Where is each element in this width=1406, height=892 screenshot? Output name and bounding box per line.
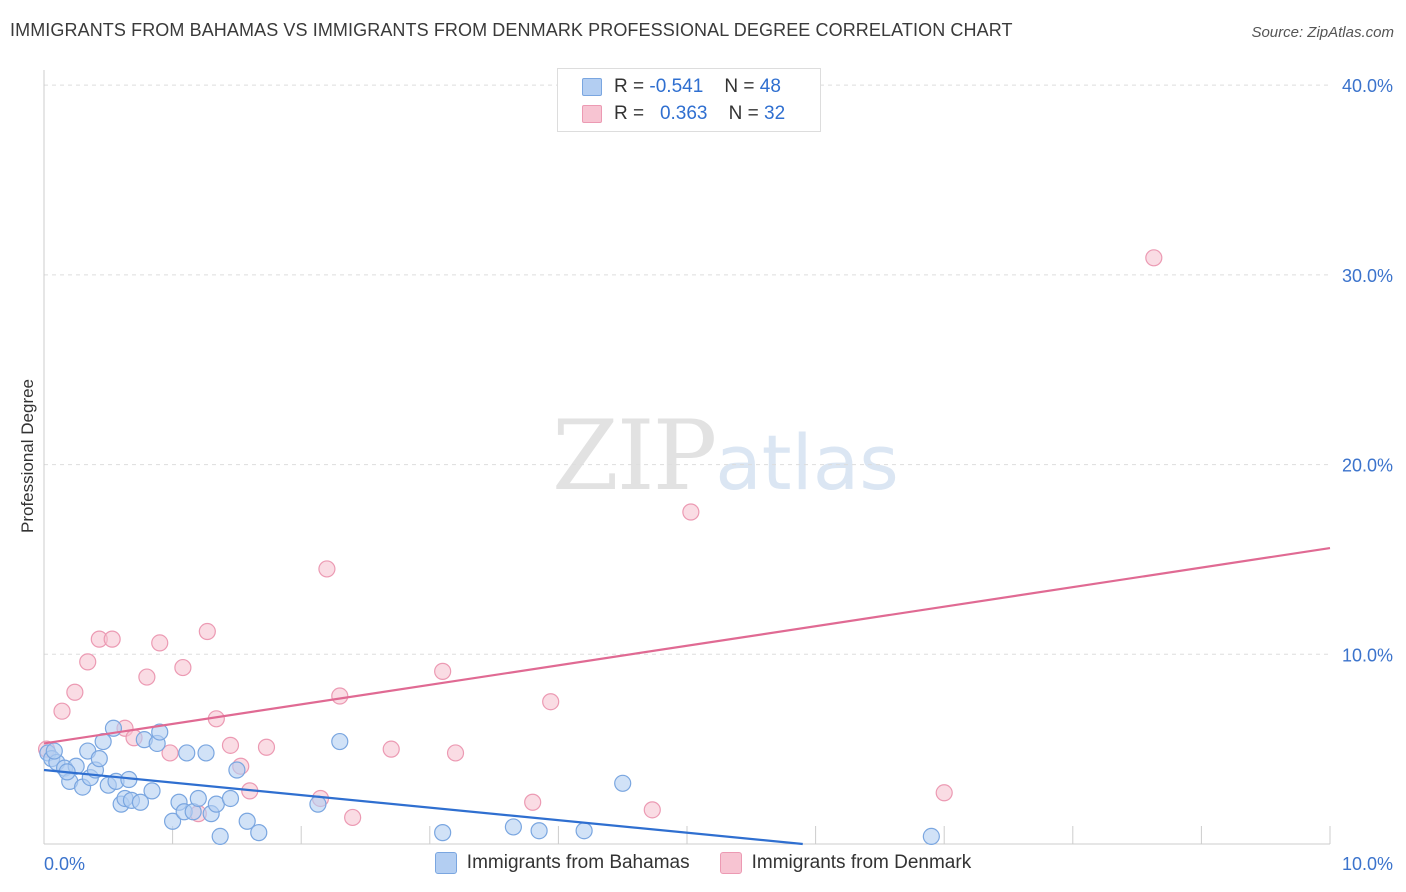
watermark-atlas: atlas	[715, 418, 899, 507]
data-point-denmark	[53, 702, 71, 720]
data-point-bahamas	[614, 774, 632, 792]
legend-n-value: 32	[764, 103, 786, 124]
legend-r-value: 0.363	[659, 103, 708, 124]
data-point-bahamas	[143, 782, 161, 800]
data-point-denmark	[935, 784, 953, 802]
data-point-denmark	[331, 687, 349, 705]
data-point-bahamas	[90, 750, 108, 768]
legend-item-denmark[interactable]: Immigrants from Denmark	[719, 852, 972, 874]
data-point-bahamas	[164, 812, 182, 830]
data-point-denmark	[138, 668, 156, 686]
data-point-bahamas	[197, 744, 215, 762]
data-point-denmark	[1145, 249, 1163, 267]
data-point-bahamas	[922, 827, 940, 846]
data-point-denmark	[446, 744, 465, 762]
data-point-bahamas	[178, 744, 196, 762]
data-point-bahamas	[45, 742, 63, 760]
data-point-bahamas	[530, 822, 548, 840]
data-point-denmark	[344, 808, 362, 827]
y-tick-label: 30.0%	[1342, 266, 1393, 286]
data-point-bahamas	[575, 822, 593, 840]
data-point-bahamas	[434, 824, 452, 842]
data-point-bahamas	[189, 789, 207, 808]
legend-row-denmark: R = 0.363 N = 32	[582, 102, 785, 126]
data-point-denmark	[682, 503, 700, 521]
data-point-denmark	[151, 634, 169, 652]
watermark-zip: ZIP	[552, 400, 717, 512]
y-tick-label: 40.0%	[1342, 76, 1393, 96]
data-point-denmark	[643, 801, 661, 819]
legend-n-value: 48	[759, 76, 781, 97]
x-tick-label: 0.0%	[44, 854, 85, 874]
trend-line-bahamas	[43, 768, 803, 846]
legend-swatch-bahamas	[434, 852, 457, 874]
y-tick-label: 20.0%	[1342, 456, 1393, 476]
data-point-bahamas	[238, 812, 256, 830]
data-point-bahamas	[221, 789, 240, 808]
data-point-bahamas	[131, 793, 150, 811]
legend-r-label: R =	[614, 103, 645, 124]
data-point-bahamas	[309, 795, 327, 813]
legend-label-bahamas: Immigrants from Bahamas	[466, 852, 690, 873]
data-point-denmark	[524, 793, 542, 811]
data-point-denmark	[79, 653, 97, 671]
data-point-bahamas	[228, 761, 246, 779]
legend-label-denmark: Immigrants from Denmark	[751, 852, 972, 873]
legend-item-bahamas[interactable]: Immigrants from Bahamas	[434, 852, 690, 874]
data-point-denmark	[382, 740, 400, 758]
data-point-denmark	[221, 736, 240, 754]
legend-swatch-bahamas	[582, 78, 602, 96]
data-point-denmark	[434, 662, 452, 680]
data-point-denmark	[174, 658, 192, 677]
data-point-bahamas	[331, 732, 349, 751]
legend-swatch-denmark	[582, 105, 602, 123]
data-point-denmark	[198, 622, 216, 641]
y-tick-label: 10.0%	[1342, 645, 1393, 665]
data-point-denmark	[66, 683, 84, 701]
data-point-denmark	[103, 630, 121, 648]
x-tick-label: 10.0%	[1342, 854, 1393, 874]
data-point-denmark	[318, 560, 336, 578]
legend-row-bahamas: R = -0.541 N = 48	[582, 75, 781, 99]
data-point-bahamas	[151, 723, 169, 741]
legend-r-value: -0.541	[649, 76, 704, 97]
trend-line-denmark	[43, 546, 1331, 745]
data-point-bahamas	[250, 824, 268, 842]
chart-title: IMMIGRANTS FROM BAHAMAS VS IMMIGRANTS FR…	[10, 20, 1013, 40]
legend-r-label: R =	[614, 76, 645, 97]
source-label: Source: ZipAtlas.com	[1251, 24, 1394, 41]
data-point-denmark	[257, 738, 276, 756]
watermark: ZIPatlas	[552, 400, 899, 512]
series-legend: Immigrants from Bahamas Immigrants from …	[0, 852, 1406, 874]
data-point-denmark	[161, 744, 179, 762]
data-point-bahamas	[504, 818, 522, 836]
legend-n-label: N =	[728, 103, 759, 124]
legend-n-label: N =	[724, 76, 755, 97]
legend-swatch-denmark	[719, 852, 742, 874]
correlation-legend: R = -0.541 N = 48 R = 0.363 N = 32	[557, 68, 821, 132]
data-point-bahamas	[211, 827, 229, 846]
data-point-denmark	[542, 693, 560, 711]
